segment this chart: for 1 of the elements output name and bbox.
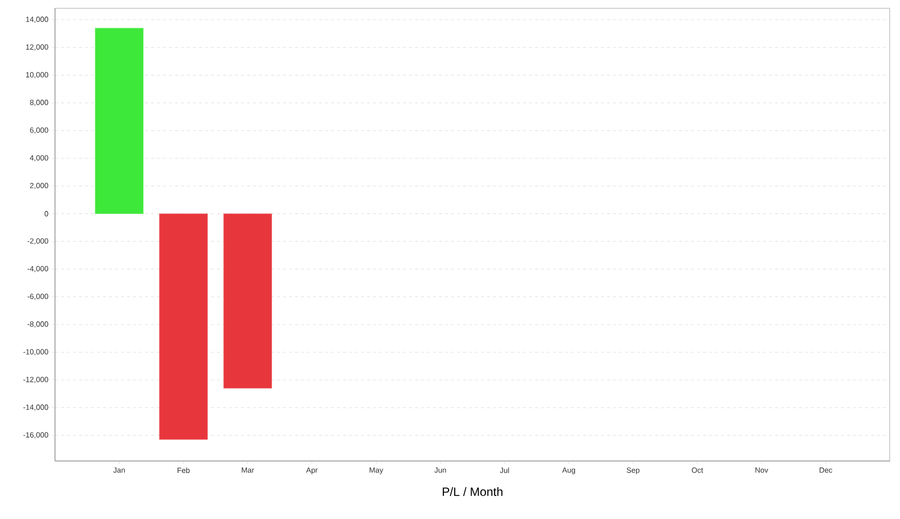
x-axis-title: P/L / Month [442,487,502,496]
